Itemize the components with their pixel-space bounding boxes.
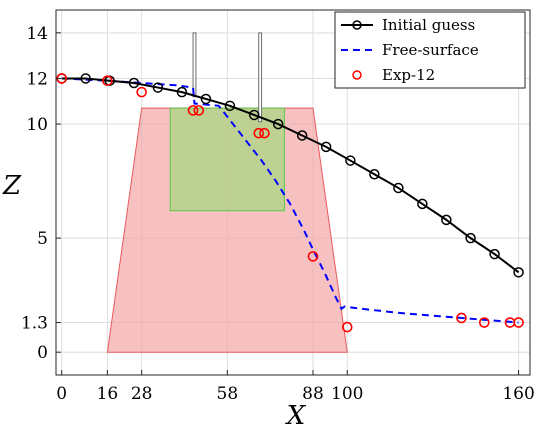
initial-guess-point bbox=[152, 82, 164, 93]
exp-point bbox=[102, 75, 113, 87]
plot-frame bbox=[55, 9, 531, 376]
exp-point bbox=[253, 127, 265, 139]
x-tick-label: 58 bbox=[217, 384, 239, 404]
initial-guess-point bbox=[393, 182, 404, 194]
right-post bbox=[258, 32, 263, 123]
initial-guess-point bbox=[345, 155, 356, 166]
initial-guess-point bbox=[176, 86, 188, 98]
y-tick-label: 1.3 bbox=[21, 314, 48, 334]
initial-guess-point bbox=[513, 267, 524, 278]
legend-label-initial-guess: Initial guess bbox=[382, 16, 475, 34]
initial-guess-point bbox=[441, 214, 452, 226]
legend: Initial guess Free-surface Exp-12 bbox=[334, 11, 526, 89]
initial-guess-point bbox=[272, 118, 284, 130]
exp-point bbox=[479, 317, 490, 328]
exp-point bbox=[259, 127, 270, 139]
initial-guess-point bbox=[200, 93, 212, 105]
x-axis-label: X bbox=[285, 401, 307, 431]
initial-guess-point bbox=[128, 77, 140, 89]
y-tick-label: 10 bbox=[26, 115, 48, 135]
y-tick-label: 14 bbox=[26, 24, 48, 44]
initial-guess-point bbox=[489, 248, 500, 260]
y-tick-label: 5 bbox=[37, 229, 48, 249]
legend-label-exp: Exp-12 bbox=[382, 66, 435, 84]
y-tick-label: 0 bbox=[37, 343, 48, 363]
initial-guess-point bbox=[224, 100, 236, 112]
x-tick-label: 100 bbox=[331, 384, 363, 404]
initial-guess-point bbox=[320, 141, 332, 153]
series bbox=[56, 73, 524, 333]
initial-guess-point bbox=[296, 130, 308, 141]
exp-point bbox=[193, 105, 205, 116]
x-tick-label: 0 bbox=[56, 384, 67, 404]
initial-guess-point bbox=[369, 169, 380, 180]
initial-guess-point bbox=[417, 198, 428, 210]
exp-point bbox=[307, 251, 319, 262]
x-tick-label: 16 bbox=[97, 384, 119, 404]
regions bbox=[106, 32, 348, 353]
axes-ticks: 0 16 28 58 88 100 160 0 1.3 5 10 12 14 bbox=[21, 24, 535, 404]
y-axis-label: Z bbox=[2, 171, 22, 201]
exp-point bbox=[456, 312, 467, 324]
legend-marker-exp bbox=[352, 70, 362, 80]
initial-guess-point bbox=[80, 73, 91, 84]
exp-point bbox=[136, 86, 147, 98]
initial-guess-point bbox=[465, 232, 476, 244]
inner-box bbox=[169, 107, 285, 212]
legend-marker-initial-guess bbox=[352, 20, 362, 30]
x-tick-label: 28 bbox=[131, 384, 153, 404]
legend-label-free-surface: Free-surface bbox=[382, 41, 479, 59]
initial-guess-point bbox=[248, 109, 260, 121]
left-post bbox=[192, 32, 197, 98]
exp-point bbox=[187, 105, 199, 116]
exp-point bbox=[341, 321, 353, 333]
exp-point bbox=[513, 317, 524, 328]
y-tick-label: 12 bbox=[26, 69, 48, 89]
x-tick-label: 160 bbox=[502, 384, 534, 404]
series-line-free-surface bbox=[61, 77, 519, 324]
trapezoid-region bbox=[106, 107, 348, 353]
x-tick-label: 88 bbox=[302, 384, 324, 404]
